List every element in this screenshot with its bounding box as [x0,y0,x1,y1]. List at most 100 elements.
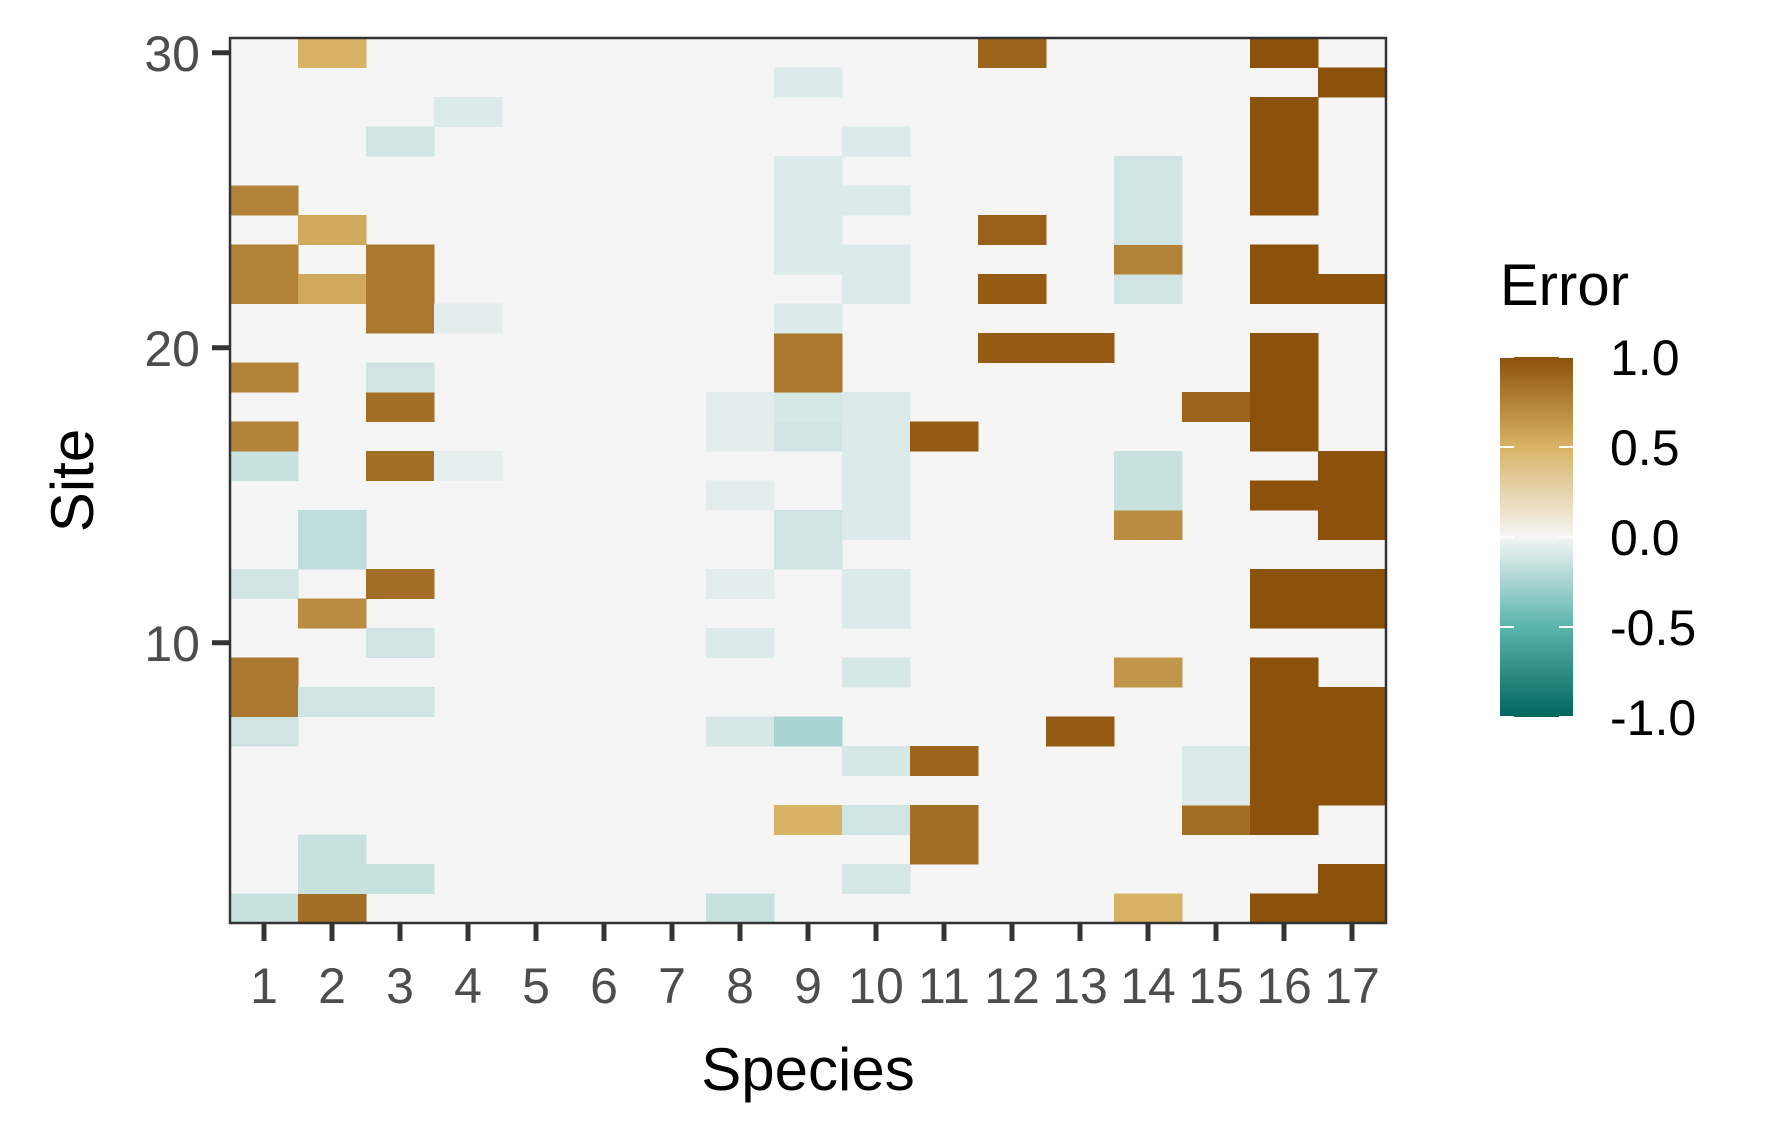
heatmap-cell [1318,451,1387,481]
heatmap-cell [366,244,435,275]
x-tick-label: 2 [318,958,346,1014]
heatmap-cell [366,126,435,157]
y-axis: 10 20 30 [144,26,230,672]
legend: Error 1.0 0.5 0.0 -0.5 -1.0 [1500,253,1696,746]
y-axis-title: Site [39,429,106,532]
y-tick-label: 20 [144,321,200,377]
y-tick-label: 10 [144,616,200,672]
legend-tick-label: -0.5 [1610,600,1696,656]
heatmap-cell [366,362,435,393]
heatmap-cell [978,274,1047,304]
x-tick-label: 13 [1052,958,1108,1014]
heatmap-cell [910,805,979,835]
heatmap-cell [842,510,911,540]
heatmap-cell [298,274,367,304]
heatmap-cell [1250,274,1319,304]
heatmap-cell [1318,746,1387,776]
heatmap-cell [1046,716,1115,747]
heatmap-cell [230,362,299,393]
heatmap-cell [1250,156,1319,186]
heatmap-cell [1318,569,1387,599]
x-tick-label: 10 [848,958,904,1014]
heatmap-cell [774,215,843,245]
y-tick-label: 30 [144,26,200,82]
heatmap-cell [230,451,299,481]
heatmap-cell [298,864,367,894]
heatmap-cell [298,38,367,68]
heatmap-cell [910,834,979,865]
heatmap-cell [366,392,435,422]
heatmap-cell [1250,421,1319,452]
heatmap-cell [1318,598,1387,629]
heatmap-cell [706,421,775,452]
heatmap-cell [366,864,435,894]
plot-area [228,36,1388,925]
heatmap-cell [1318,687,1387,717]
x-tick-label: 14 [1120,958,1176,1014]
heatmap-cell [842,569,911,599]
heatmap-cell [1318,480,1387,511]
heatmap-cell [774,333,843,363]
legend-title: Error [1500,253,1629,318]
heatmap-cell [1114,657,1183,688]
heatmap-cell [1250,333,1319,363]
x-tick-label: 16 [1256,958,1312,1014]
heatmap-cell [298,539,367,570]
x-tick-label: 15 [1188,958,1244,1014]
heatmap-cell [842,185,911,216]
x-tick-label: 17 [1324,958,1380,1014]
heatmap-cell [1318,864,1387,894]
heatmap-cell [774,510,843,540]
heatmap-cell [1250,244,1319,275]
heatmap-cell [842,244,911,275]
heatmap-cell [1250,598,1319,629]
x-tick-label: 1 [250,958,278,1014]
heatmap-cell [1114,510,1183,540]
x-tick-label: 8 [726,958,754,1014]
heatmap-cell [298,510,367,540]
heatmap-cell [774,156,843,186]
heatmap-cell [230,569,299,599]
heatmap-cell [1318,775,1387,806]
heatmap-cell [1250,97,1319,127]
heatmap-cell [842,274,911,304]
heatmap-cell [910,746,979,776]
heatmap-cell [842,480,911,511]
heatmap-cell [1182,775,1251,806]
heatmap-cell [1250,805,1319,835]
heatmap-cell [1250,480,1319,511]
heatmap-cell [1318,67,1387,98]
heatmap-cell [842,126,911,157]
heatmap-cell [1250,687,1319,717]
heatmap-cell [1250,392,1319,422]
heatmap-cell [230,185,299,216]
heatmap-cell [298,215,367,245]
heatmap-cell [366,274,435,304]
heatmap-cell [842,451,911,481]
heatmap-cell [1318,274,1387,304]
heatmap-cell [978,333,1047,363]
heatmap-cell [1114,893,1183,924]
legend-tick-label: 1.0 [1610,330,1680,386]
heatmap-cell [1250,893,1319,924]
legend-tick-label: 0.5 [1610,420,1680,476]
heatmap-cell [1114,451,1183,481]
heatmap-cell [1182,805,1251,835]
heatmap-cell [298,598,367,629]
heatmap-cell [706,716,775,747]
heatmap-cell [1250,38,1319,68]
heatmap-cell [706,569,775,599]
legend-tick-label: -1.0 [1610,690,1696,746]
x-tick-label: 11 [918,958,970,1014]
x-tick-label: 12 [984,958,1040,1014]
heatmap-cell [910,421,979,452]
heatmap-cell [434,451,503,481]
heatmap-cell [774,185,843,216]
x-tick-label: 5 [522,958,550,1014]
heatmap-cell [774,716,843,747]
heatmap-cell [434,303,503,334]
heatmap-cell [366,628,435,658]
heatmap-cell [434,97,503,127]
heatmap-cell [706,628,775,658]
